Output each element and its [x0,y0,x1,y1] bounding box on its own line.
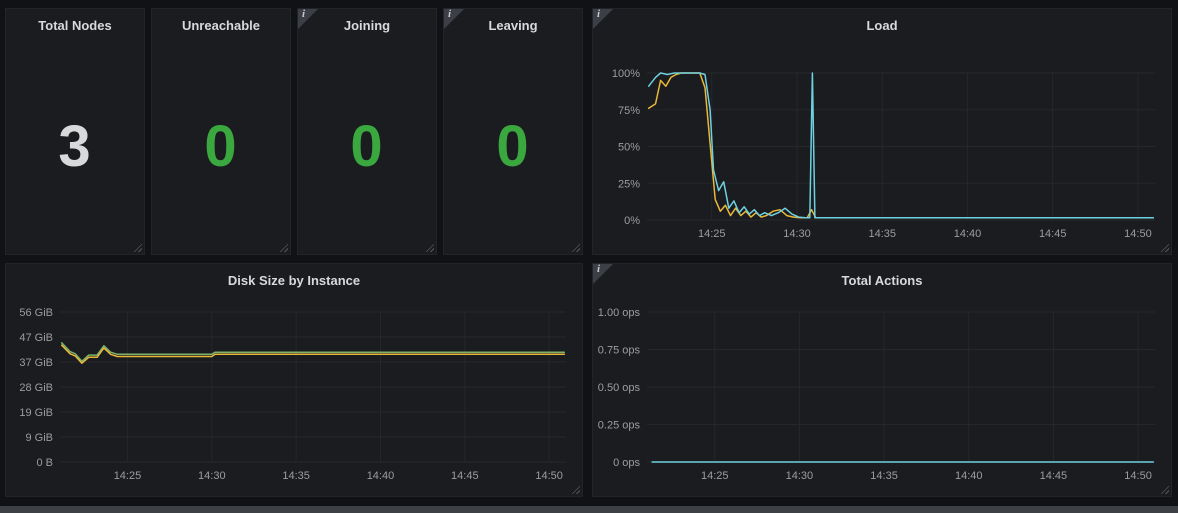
panel-title-disk-size[interactable]: Disk Size by Instance [227,273,361,288]
stat-value-total-nodes: 3 [58,114,92,179]
panel-total-nodes: Total Nodes 3 [5,8,145,255]
svg-text:14:50: 14:50 [535,470,563,482]
svg-text:14:35: 14:35 [282,470,310,482]
info-glyph: i [302,8,306,20]
svg-text:0.50 ops: 0.50 ops [598,382,641,394]
svg-text:14:45: 14:45 [1039,228,1067,240]
resize-handle[interactable] [571,485,580,494]
stat-value-leaving: 0 [496,114,530,179]
info-glyph: i [597,8,601,20]
svg-text:28 GiB: 28 GiB [19,382,53,394]
svg-text:14:40: 14:40 [954,228,982,240]
svg-text:0 B: 0 B [36,457,53,469]
resize-handle[interactable] [133,243,142,252]
svg-text:14:30: 14:30 [786,470,814,482]
stat-value-unreachable: 0 [204,114,238,179]
svg-text:14:25: 14:25 [114,470,142,482]
svg-text:1.00 ops: 1.00 ops [598,307,641,319]
svg-text:14:35: 14:35 [868,228,896,240]
svg-text:25%: 25% [618,178,640,190]
info-glyph: i [597,263,601,275]
svg-text:0.25 ops: 0.25 ops [598,420,641,432]
panel-title-total-nodes[interactable]: Total Nodes [38,18,112,33]
svg-text:47 GiB: 47 GiB [19,332,53,344]
stat-value-joining: 0 [350,114,384,179]
info-icon[interactable]: i [593,263,613,284]
svg-text:0.75 ops: 0.75 ops [598,345,641,357]
panel-load: i Load 0% 25% 50% 75% 100% 14:25 14:30 14:35 14:… [592,8,1172,255]
panel-title-total-actions[interactable]: Total Actions [841,273,923,288]
svg-text:14:25: 14:25 [701,470,729,482]
panel-title-joining[interactable]: Joining [343,18,391,33]
svg-text:14:40: 14:40 [955,470,983,482]
resize-handle[interactable] [1160,243,1169,252]
resize-handle[interactable] [279,243,288,252]
svg-text:100%: 100% [612,68,640,80]
svg-text:50%: 50% [618,142,640,154]
svg-text:14:30: 14:30 [783,228,811,240]
panel-title-unreachable[interactable]: Unreachable [181,18,261,33]
svg-text:37 GiB: 37 GiB [19,357,53,369]
panel-title-load[interactable]: Load [866,18,898,33]
info-icon[interactable]: i [593,8,613,29]
resize-handle[interactable] [571,243,580,252]
total-actions-chart[interactable]: 0 ops 0.25 ops 0.50 ops 0.75 ops 1.00 ops 14:… [597,304,1167,492]
panel-total-actions: i Total Actions 0 ops 0.25 ops 0.50 ops 0.7… [592,263,1172,497]
info-glyph: i [448,8,452,20]
svg-text:14:30: 14:30 [198,470,226,482]
panel-leaving: i Leaving 0 [443,8,583,255]
load-chart[interactable]: 0% 25% 50% 75% 100% 14:25 14:30 14:35 14:40 14:45… [597,65,1167,250]
info-icon[interactable]: i [444,8,464,29]
panel-title-leaving[interactable]: Leaving [488,18,538,33]
svg-text:0 ops: 0 ops [613,457,640,469]
svg-text:19 GiB: 19 GiB [19,407,53,419]
svg-text:14:25: 14:25 [698,228,726,240]
resize-handle[interactable] [425,243,434,252]
panel-joining: i Joining 0 [297,8,437,255]
svg-text:14:50: 14:50 [1124,470,1152,482]
svg-text:75%: 75% [618,105,640,117]
svg-text:0%: 0% [624,215,640,227]
info-icon[interactable]: i [298,8,318,29]
svg-text:14:45: 14:45 [1040,470,1068,482]
panel-unreachable: Unreachable 0 [151,8,291,255]
svg-text:14:40: 14:40 [367,470,395,482]
horizontal-scrollbar[interactable] [0,506,1178,513]
panel-disk-size: Disk Size by Instance 0 B 9 GiB 19 GiB 28 G… [5,263,583,497]
svg-text:14:35: 14:35 [870,470,898,482]
svg-text:14:45: 14:45 [451,470,479,482]
disk-size-chart[interactable]: 0 B 9 GiB 19 GiB 28 GiB 37 GiB 47 GiB 56 GiB 14… [10,304,578,492]
svg-text:9 GiB: 9 GiB [25,432,53,444]
svg-text:56 GiB: 56 GiB [19,307,53,319]
resize-handle[interactable] [1160,485,1169,494]
svg-text:14:50: 14:50 [1124,228,1152,240]
